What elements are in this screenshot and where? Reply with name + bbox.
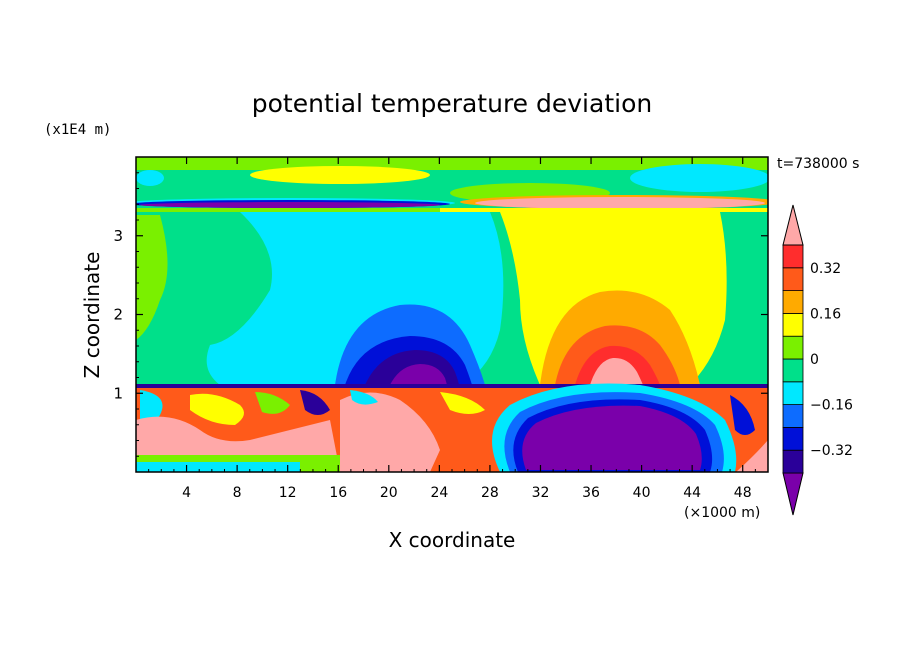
plot-area xyxy=(136,157,768,472)
field-region xyxy=(390,364,447,385)
field-region xyxy=(136,215,168,340)
field-region xyxy=(730,395,755,435)
field-region xyxy=(522,405,702,470)
colorbar-label: 0.32 xyxy=(810,261,841,277)
field-region xyxy=(136,157,768,170)
x-tick-label: 40 xyxy=(633,485,651,501)
x-axis-label: X coordinate xyxy=(389,528,516,552)
colorbar-swatch xyxy=(782,358,804,383)
chart-title: potential temperature deviation xyxy=(252,89,652,118)
x-tick-label: 20 xyxy=(380,485,398,501)
field-region xyxy=(475,197,765,209)
x-tick-label: 48 xyxy=(734,485,752,501)
time-label: t=738000 s xyxy=(777,156,859,172)
x-tick-label: 32 xyxy=(532,485,550,501)
field-region xyxy=(250,166,430,184)
colorbar-extend-high xyxy=(782,204,804,246)
field-region xyxy=(350,390,378,405)
colorbar-swatch xyxy=(782,290,804,314)
field-region xyxy=(590,357,643,385)
field-region xyxy=(136,384,768,388)
colorbar: 0.32 0.16 0 −0.16 −0.32 xyxy=(782,204,853,516)
colorbar-swatch xyxy=(782,267,804,291)
field-region xyxy=(136,462,300,472)
colorbar-extend-low xyxy=(782,472,804,516)
field-region xyxy=(440,208,768,212)
x-tick-label: 8 xyxy=(233,485,242,501)
field-region xyxy=(340,392,440,472)
x-unit-label: (×1000 m) xyxy=(684,505,760,521)
y-unit-label: (x1E4 m) xyxy=(44,122,111,138)
y-axis: 1 2 3 xyxy=(113,172,768,457)
field-region xyxy=(630,164,768,192)
colorbar-swatch xyxy=(782,312,804,337)
colorbar-swatch xyxy=(782,449,804,474)
colorbar-label: −0.16 xyxy=(810,398,853,414)
colorbar-label: 0 xyxy=(810,352,819,368)
field-region xyxy=(300,390,330,415)
colorbar-swatch xyxy=(782,426,804,451)
colorbar-label: −0.32 xyxy=(810,443,853,459)
colorbar-swatch xyxy=(782,404,804,428)
field-region xyxy=(736,440,768,472)
y-tick-label: 3 xyxy=(113,227,123,245)
x-tick-label: 12 xyxy=(279,485,297,501)
colorbar-swatch xyxy=(782,244,804,269)
field-region xyxy=(255,392,290,414)
y-tick-label: 2 xyxy=(113,306,123,324)
colorbar-swatch xyxy=(782,381,804,405)
x-axis: 4 8 12 16 20 24 28 32 36 40 44 48 xyxy=(148,157,756,501)
field-region xyxy=(136,170,164,186)
colorbar-swatch xyxy=(782,335,804,360)
x-tick-label: 24 xyxy=(430,485,448,501)
y-tick-label: 1 xyxy=(113,384,123,402)
x-tick-label: 44 xyxy=(683,485,701,501)
x-tick-label: 36 xyxy=(582,485,600,501)
field-region xyxy=(440,392,485,414)
x-tick-label: 16 xyxy=(329,485,347,501)
x-tick-label: 4 xyxy=(182,485,191,501)
field-region xyxy=(190,393,244,425)
colorbar-label: 0.16 xyxy=(810,306,841,322)
field-region xyxy=(140,202,440,208)
y-axis-label: Z coordinate xyxy=(80,252,104,379)
x-tick-label: 28 xyxy=(481,485,499,501)
